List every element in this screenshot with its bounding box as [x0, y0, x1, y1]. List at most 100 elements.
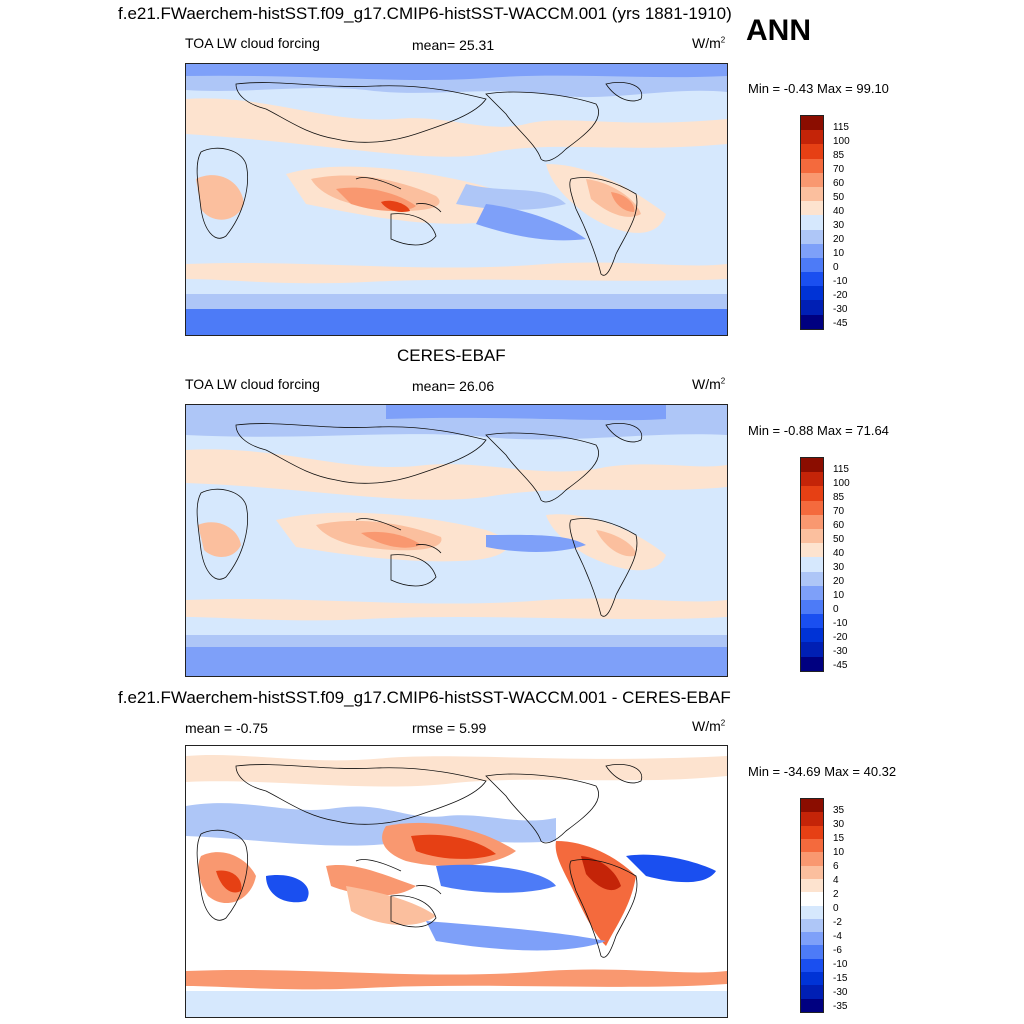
panel2-southern-band: [186, 598, 727, 621]
panel1-minmax-label: Min = -0.43 Max = 99.10: [748, 81, 889, 96]
panel1-units-label: W/m2: [692, 35, 726, 51]
panel1-antarctic-core: [186, 309, 727, 335]
panel2-colorbar-tick: 50: [833, 534, 845, 545]
panel1-colorbar-swatch: [801, 300, 823, 315]
panel3-south-america-positive: [555, 841, 636, 946]
panel2-coastlines: [196, 423, 643, 617]
panel2-colorbar-tick: 0: [833, 604, 839, 615]
panel3-colorbar-swatch: [801, 812, 823, 826]
panel2-colorbar-tick: -45: [833, 660, 848, 671]
panel1-mean-label: mean= 25.31: [412, 37, 495, 53]
panel3-coastlines: [196, 764, 643, 958]
panel3-colorbar-tick: -35: [833, 1001, 848, 1012]
panel3-colorbar-swatch: [801, 932, 823, 946]
panel1-colorbar-tick: 40: [833, 206, 845, 217]
panel2-colorbar-tick: 115: [833, 464, 849, 475]
panel2-map: [185, 404, 728, 677]
panel2-mean-label: mean= 26.06: [412, 378, 495, 394]
panel2-amazon-mid: [596, 530, 636, 557]
panel2-arctic-core: [386, 405, 666, 421]
panel3-colorbar-tick: -2: [833, 917, 842, 928]
panel2-colorbar-swatch: [801, 599, 823, 615]
panel3-colorbar-tick: -15: [833, 973, 848, 984]
panel1-colorbar-tick: 0: [833, 262, 839, 273]
panel2-colorbar-tick: 20: [833, 576, 845, 587]
panel3-colorbar-swatch: [801, 878, 823, 893]
panel3-rmse-label: rmse = 5.99: [412, 720, 487, 736]
panel2-colorbar-swatch: [801, 656, 823, 671]
panel2-colorbar: [800, 457, 824, 672]
panel1-colorbar-tick: 50: [833, 192, 845, 203]
panel2-colorbar-swatch: [801, 628, 823, 643]
panel2-midlat-north-band: [186, 449, 727, 500]
panel3-colorbar-tick: 4: [833, 875, 839, 886]
panel2-colorbar-tick: 30: [833, 562, 845, 573]
panel2-colorbar-tick: 85: [833, 492, 845, 503]
panel3-east-pacific-negative: [436, 864, 556, 893]
panel2-colorbar-swatch: [801, 486, 823, 501]
panel1-colorbar: [800, 115, 824, 330]
panel1-colorbar-swatch: [801, 229, 823, 244]
panel2-colorbar-swatch: [801, 528, 823, 544]
panel1-colorbar-tick: 115: [833, 122, 849, 133]
panel1-colorbar-tick: 30: [833, 220, 845, 231]
panel1-colorbar-swatch: [801, 172, 823, 187]
panel2-colorbar-tick: 10: [833, 590, 845, 601]
panel1-africa-convection: [196, 175, 244, 220]
panel3-colorbar-tick: 6: [833, 861, 839, 872]
panel3-colorbar-tick: 15: [833, 833, 845, 844]
panel1-variable-label: TOA LW cloud forcing: [185, 35, 320, 51]
panel3-africa-positive-core: [216, 870, 242, 893]
panel1-contour-field: [186, 64, 727, 335]
panel3-atlantic-negative: [626, 854, 716, 883]
panel3-minmax-label: Min = -34.69 Max = 40.32: [748, 764, 897, 779]
panel3-north-positive-band: [186, 754, 727, 787]
panel3-colorbar-tick: -4: [833, 931, 842, 942]
panel1-colorbar-swatch: [801, 215, 823, 230]
panel3-colorbar-swatch: [801, 799, 823, 813]
panel1-colorbar-tick: 100: [833, 136, 850, 147]
panel3-colorbar-swatch: [801, 865, 823, 879]
panel3-south-america-core: [581, 856, 621, 891]
panel3-indian-negative: [266, 875, 309, 903]
panel2-variable-label: TOA LW cloud forcing: [185, 376, 320, 392]
panel2-colorbar-swatch: [801, 458, 823, 473]
panel3-colorbar-tick: -30: [833, 987, 848, 998]
panel1-colorbar-swatch: [801, 257, 823, 273]
panel3-colorbar-tick: 30: [833, 819, 845, 830]
panel1-southern-band: [186, 262, 727, 284]
panel3-colorbar-swatch: [801, 958, 823, 973]
panel1-warmpool-peak: [381, 200, 410, 212]
panel3-colorbar-swatch: [801, 985, 823, 999]
season-label: ANN: [746, 14, 811, 47]
panel2-colorbar-swatch: [801, 557, 823, 572]
panel1-colorbar-tick: -45: [833, 318, 848, 329]
panel1-colorbar-tick: 10: [833, 248, 845, 259]
panel3-colorbar-tick: 0: [833, 903, 839, 914]
panel2-colorbar-swatch: [801, 472, 823, 487]
panel3-colorbar-swatch: [801, 825, 823, 839]
panel2-colorbar-tick: -10: [833, 618, 848, 629]
panel3-colorbar-tick: 10: [833, 847, 845, 858]
panel3-south-pacific-negative: [426, 921, 606, 951]
panel1-colorbar-swatch: [801, 286, 823, 301]
panel2-antarctic-core: [186, 647, 727, 676]
panel2-east-pacific-minimum: [486, 534, 586, 552]
panel1-map: [185, 63, 728, 336]
panel1-colorbar-tick: 85: [833, 150, 845, 161]
panel1-colorbar-tick: 70: [833, 164, 845, 175]
panel2-colorbar-swatch: [801, 614, 823, 629]
panel3-colorbar-swatch: [801, 998, 823, 1012]
panel3-antarctic-band: [186, 991, 727, 1017]
panel2-title: CERES-EBAF: [397, 346, 506, 365]
panel2-colorbar-swatch: [801, 500, 823, 515]
panel2-colorbar-swatch: [801, 571, 823, 586]
panel1-amazon-peak: [611, 192, 635, 212]
panel1-colorbar-swatch: [801, 144, 823, 159]
panel1-east-pacific-minimum: [456, 184, 566, 210]
panel3-colorbar: [800, 798, 824, 1013]
panel2-colorbar-tick: -30: [833, 646, 848, 657]
panel1-colorbar-swatch: [801, 130, 823, 145]
panel3-colorbar-tick: 2: [833, 889, 839, 900]
panel2-minmax-label: Min = -0.88 Max = 71.64: [748, 423, 889, 438]
